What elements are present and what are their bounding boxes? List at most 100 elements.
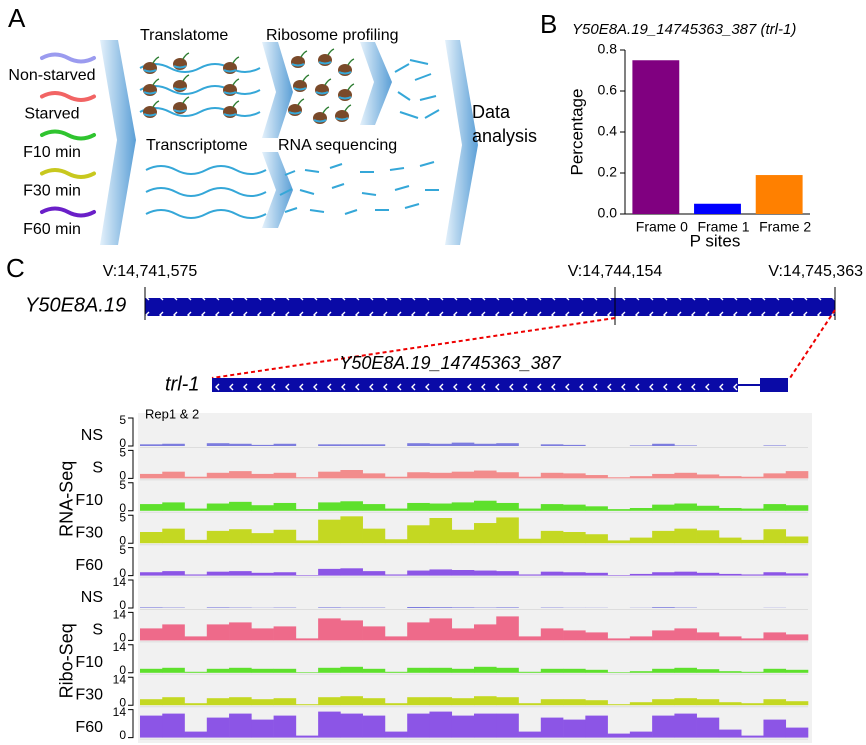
coverage-bar: [162, 713, 185, 738]
coverage-bar: [451, 502, 475, 511]
coverage-bar: [362, 571, 386, 576]
coverage-bar: [785, 634, 809, 641]
coverage-bar: [251, 572, 274, 576]
track-scale-max: 5: [119, 413, 126, 427]
chevron: [262, 152, 293, 228]
coverage-bar: [696, 669, 720, 673]
condition-label: Non-starved: [8, 67, 95, 84]
coverage-bar: [251, 505, 274, 511]
coverage-bar: [162, 624, 185, 641]
condition-label: F30 min: [23, 183, 81, 200]
coverage-bar: [206, 698, 230, 706]
coverage-bar: [563, 473, 586, 479]
track-scale-min: 0: [119, 469, 126, 483]
coverage-bar: [429, 618, 453, 641]
coverage-bar: [474, 523, 497, 544]
coverage-bar: [629, 702, 653, 706]
coverage-bar: [629, 445, 653, 446]
condition-label: Starved: [24, 106, 79, 123]
coverage-bar: [629, 537, 653, 544]
coverage-bar: [540, 530, 564, 544]
coverage-bar: [273, 715, 297, 738]
coverage-bar: [318, 519, 341, 544]
condition-label: F60 min: [23, 221, 81, 238]
coverage-bar: [763, 632, 787, 641]
coverage-bar: [585, 506, 608, 511]
track-scale: [128, 676, 134, 706]
coverage-bar: [607, 733, 631, 738]
coverage-bar: [140, 715, 163, 738]
coord-label: V:14,745,363: [768, 263, 863, 280]
coverage-bar: [451, 529, 475, 544]
coverage-bar: [184, 574, 208, 576]
coverage-bar: [585, 534, 608, 544]
coverage-bar: [229, 529, 252, 544]
condition-label: F10 min: [23, 144, 81, 161]
coverage-bar: [540, 504, 564, 511]
coverage-bar: [229, 713, 252, 738]
y-tick-label: 0.2: [598, 164, 618, 180]
coverage-bar: [474, 500, 497, 511]
coverage-bar: [451, 570, 475, 576]
coverage-bar: [206, 530, 230, 544]
track-scale-min: 0: [119, 501, 126, 515]
coverage-bar: [451, 471, 475, 479]
coverage-bar: [429, 711, 453, 738]
coverage-bar: [652, 572, 675, 576]
coverage-bar: [295, 672, 319, 673]
coverage-bar: [229, 501, 252, 511]
y-axis-label: Percentage: [567, 89, 586, 176]
track-scale-max: 14: [113, 608, 127, 622]
coverage-bar: [451, 668, 475, 673]
coverage-bar: [696, 632, 720, 641]
coverage-bar: [340, 620, 363, 641]
coverage-bar: [474, 570, 497, 576]
coverage-bar: [273, 472, 297, 479]
coverage-bar: [674, 445, 697, 446]
coverage-bar: [696, 505, 720, 511]
track-scale-min: 0: [119, 728, 126, 742]
coverage-bar: [451, 715, 475, 738]
coverage-bar: [741, 735, 764, 738]
coverage-bar: [140, 444, 163, 446]
coverage-bar: [585, 715, 608, 738]
coverage-bar: [206, 624, 230, 641]
coverage-bar: [140, 572, 163, 576]
coverage-bar: [540, 717, 564, 738]
coverage-bar: [518, 703, 542, 706]
gene-name: Y50E8A.19: [25, 294, 126, 316]
coverage-bar: [696, 572, 720, 576]
coverage-bar: [674, 667, 697, 673]
coverage-bar: [273, 529, 297, 544]
track-scale-max: 14: [113, 575, 127, 589]
coverage-bar: [718, 636, 742, 641]
coverage-bar: [273, 626, 297, 641]
coverage-bar: [496, 713, 519, 738]
coverage-bar: [629, 636, 653, 641]
chevron: [360, 42, 392, 125]
zoom-line: [211, 317, 616, 379]
coverage-bar: [251, 699, 274, 706]
coverage-bar: [451, 628, 475, 641]
coverage-bar: [206, 571, 230, 576]
coverage-bar: [540, 668, 564, 673]
coverage-bar: [652, 530, 675, 544]
x-axis-label: P sites: [690, 231, 741, 250]
group-label: Ribo-Seq: [57, 623, 77, 698]
track-scale: [128, 449, 134, 479]
coverage-bar: [741, 574, 764, 576]
track-scale: [128, 709, 134, 739]
coverage-bar: [674, 713, 697, 738]
coverage-bar: [229, 571, 252, 576]
coverage-bar: [718, 729, 742, 738]
coverage-bar: [206, 472, 230, 479]
coverage-bar: [184, 508, 208, 511]
coverage-bar: [496, 616, 519, 641]
coverage-bar: [184, 636, 208, 641]
coverage-bar: [140, 668, 163, 673]
coverage-bar: [229, 471, 252, 479]
coverage-bar: [718, 537, 742, 544]
coverage-bar: [429, 518, 453, 544]
gene-model: [145, 298, 835, 316]
